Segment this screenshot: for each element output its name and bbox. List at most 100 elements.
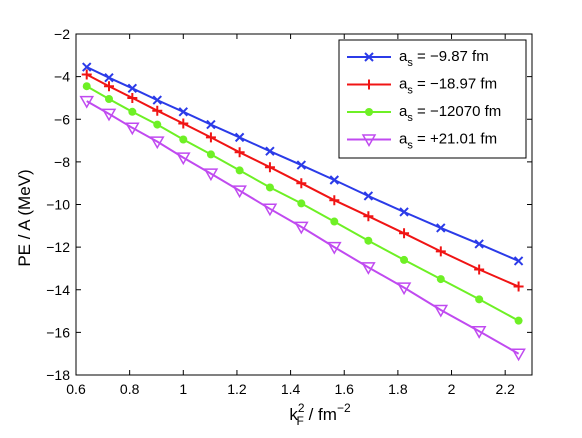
data-point bbox=[232, 185, 247, 199]
legend-label-base: a bbox=[399, 131, 408, 148]
y-tick-label: −12 bbox=[46, 239, 70, 255]
legend-label-rest: = −12070 fm bbox=[413, 103, 501, 120]
data-point bbox=[435, 246, 446, 257]
data-point bbox=[82, 62, 92, 72]
data-point bbox=[363, 191, 374, 201]
x-tick-label: 2.2 bbox=[495, 381, 515, 397]
data-point bbox=[296, 178, 307, 189]
data-point bbox=[125, 122, 140, 136]
data-point bbox=[79, 95, 95, 109]
data-point bbox=[514, 316, 523, 325]
legend-entry-3: as = −12070 fm bbox=[347, 103, 501, 124]
x-tick-label: 0.6 bbox=[66, 381, 86, 397]
series-4-line bbox=[86, 100, 520, 355]
data-point bbox=[104, 72, 114, 83]
data-point bbox=[234, 147, 245, 158]
y-tick-label: −18 bbox=[46, 367, 70, 383]
data-point bbox=[513, 281, 524, 292]
data-point bbox=[152, 105, 163, 116]
data-point bbox=[296, 160, 307, 170]
data-point bbox=[127, 92, 138, 103]
legend-label-rest: = +21.01 fm bbox=[413, 131, 497, 148]
data-point bbox=[234, 132, 245, 143]
data-point bbox=[433, 304, 449, 318]
data-point bbox=[178, 107, 189, 117]
data-point bbox=[82, 82, 91, 91]
series-layer bbox=[79, 62, 526, 362]
x-axis-label-sup: 2 bbox=[298, 401, 305, 415]
data-point bbox=[264, 162, 275, 173]
x-tick-label: 2 bbox=[448, 381, 456, 397]
legend-label: as = −18.97 fm bbox=[399, 76, 497, 97]
data-point bbox=[104, 95, 113, 104]
data-point bbox=[235, 166, 244, 175]
data-point bbox=[152, 95, 162, 105]
y-tick-label: −16 bbox=[46, 324, 70, 340]
data-point bbox=[329, 195, 340, 206]
data-point bbox=[436, 275, 445, 284]
data-point bbox=[205, 132, 216, 143]
data-point bbox=[471, 326, 487, 339]
y-tick-label: −2 bbox=[54, 26, 70, 42]
series-3 bbox=[82, 82, 523, 325]
x-tick-label: 0.8 bbox=[120, 381, 140, 397]
legend-box bbox=[338, 39, 527, 159]
legend-label-sub: s bbox=[407, 112, 413, 124]
series-2 bbox=[81, 69, 524, 292]
legend-label: as = +21.01 fm bbox=[399, 131, 497, 152]
x-tick-label: 1.4 bbox=[281, 381, 301, 397]
data-point bbox=[178, 118, 189, 129]
legend-label-rest: = −18.97 fm bbox=[413, 76, 497, 93]
legend-label: as = −9.87 fm bbox=[399, 48, 489, 69]
y-tick-label: −8 bbox=[54, 154, 70, 170]
x-tick-label: 1.8 bbox=[388, 381, 408, 397]
legend-entry-4: as = +21.01 fm bbox=[347, 131, 497, 152]
legend-marker bbox=[364, 52, 374, 62]
data-point bbox=[396, 282, 412, 296]
data-point bbox=[474, 239, 484, 249]
data-point bbox=[294, 221, 309, 235]
data-point bbox=[176, 152, 191, 166]
data-point bbox=[399, 228, 410, 239]
axis-ticks: 0.6 0.8 1 1.2 1.4 1.6 1.8 2 2.2 −18 −16 −14 −12 −10 −8… bbox=[46, 26, 532, 397]
data-point bbox=[81, 69, 92, 80]
data-point bbox=[153, 120, 162, 129]
series-1 bbox=[82, 62, 524, 266]
data-point bbox=[127, 83, 138, 94]
data-point bbox=[327, 241, 342, 255]
y-axis-label: PE / A (MeV) bbox=[15, 169, 34, 266]
legend-label-sub: s bbox=[407, 57, 413, 69]
data-point bbox=[329, 175, 340, 185]
legend-label: as = −12070 fm bbox=[399, 103, 501, 124]
data-point bbox=[400, 255, 409, 264]
y-tick-label: −10 bbox=[46, 197, 70, 213]
data-point bbox=[364, 236, 373, 245]
data-point bbox=[513, 256, 524, 266]
data-point bbox=[361, 262, 376, 275]
data-point bbox=[262, 203, 278, 217]
legend-label-rest: = −9.87 fm bbox=[413, 48, 489, 65]
y-tick-label: −14 bbox=[46, 282, 70, 298]
legend-label-base: a bbox=[399, 76, 408, 93]
legend-marker bbox=[364, 79, 374, 90]
y-tick-label: −4 bbox=[54, 69, 70, 85]
data-point bbox=[206, 119, 216, 130]
data-point bbox=[265, 183, 274, 192]
x-tick-label: 1 bbox=[179, 381, 187, 397]
data-point bbox=[297, 199, 306, 208]
data-point bbox=[128, 107, 137, 116]
legend-entry-2: as = −18.97 fm bbox=[347, 76, 497, 97]
x-axis-label-rest: / fm bbox=[304, 405, 337, 424]
legend-marker bbox=[361, 134, 377, 148]
data-point bbox=[363, 211, 374, 222]
legend-marker bbox=[365, 108, 373, 116]
y-tick-label: −6 bbox=[54, 111, 70, 127]
x-axis-label-sub: F bbox=[297, 414, 304, 428]
legend-label-base: a bbox=[399, 103, 408, 120]
legend-label-sub: s bbox=[407, 85, 413, 97]
data-point bbox=[179, 135, 188, 144]
data-point bbox=[265, 146, 275, 156]
legend-label-sub: s bbox=[407, 140, 413, 152]
